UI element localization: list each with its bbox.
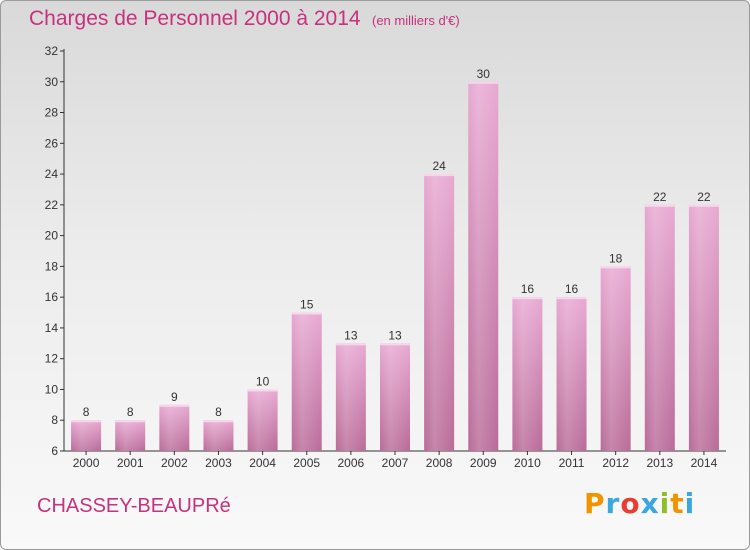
bar-value-label: 30 — [477, 67, 491, 81]
y-tick-label: 6 — [51, 444, 58, 458]
bar-top-edge — [335, 343, 366, 346]
y-tick-label: 8 — [51, 413, 58, 427]
bar-top-edge — [291, 312, 322, 315]
x-tick-label: 2008 — [426, 456, 453, 470]
bar-value-label: 9 — [171, 390, 178, 404]
bar-value-label: 10 — [256, 374, 270, 388]
bar-top-edge — [115, 420, 146, 423]
bar-value-label: 22 — [653, 190, 667, 204]
bar-shine — [556, 297, 587, 451]
brand-letter: i — [684, 487, 696, 520]
bar-shine — [380, 343, 410, 451]
bar-top-edge — [556, 297, 587, 300]
x-tick-label: 2005 — [293, 456, 320, 470]
x-tick-label: 2002 — [161, 456, 188, 470]
brand-letter: r — [605, 487, 621, 520]
y-tick-label: 16 — [45, 290, 59, 304]
bar-shine — [644, 204, 675, 451]
bar-top-edge — [600, 266, 631, 269]
x-tick-label: 2009 — [470, 456, 497, 470]
y-tick-label: 28 — [45, 106, 59, 120]
y-tick-label: 14 — [45, 321, 59, 335]
y-tick-label: 12 — [45, 352, 59, 366]
bar-shine — [203, 420, 234, 451]
brand-letter: x — [640, 487, 660, 520]
bar-value-label: 24 — [432, 159, 446, 173]
bar-value-label: 13 — [344, 328, 358, 342]
bar-top-edge — [159, 404, 190, 407]
bar-value-label: 13 — [388, 328, 402, 342]
y-tick-label: 32 — [45, 44, 59, 58]
bar-top-edge — [512, 297, 543, 300]
brand-letter: i — [659, 487, 671, 520]
bar-top-edge — [644, 204, 675, 207]
chart-subtitle: (en milliers d'€) — [372, 13, 460, 28]
chart-title: Charges de Personnel 2000 à 2014 — [29, 7, 361, 30]
bar-shine — [468, 81, 499, 452]
bar-top-edge — [424, 174, 455, 177]
proxiti-logo: Proxiti — [584, 487, 695, 520]
bar-shine — [115, 420, 146, 451]
bar-top-edge — [71, 420, 102, 423]
bar-shine — [159, 404, 190, 451]
x-tick-label: 2011 — [559, 456, 585, 470]
bar-shine — [335, 343, 366, 451]
y-axis: 6 8 10 12 14 16 18 20 22 24 26 28 30 32 — [45, 44, 65, 458]
bar-top-edge — [203, 420, 234, 423]
y-tick-label: 30 — [45, 75, 59, 89]
bar-top-edge — [380, 343, 410, 346]
bar-value-label: 15 — [300, 298, 314, 312]
x-tick-label: 2012 — [602, 456, 629, 470]
brand-letter: t — [670, 487, 685, 520]
x-tick-label: 2013 — [646, 456, 673, 470]
bar-shine — [247, 389, 278, 451]
brand-letter: P — [584, 487, 606, 520]
bar-value-label: 8 — [215, 405, 222, 419]
y-tick-label: 20 — [45, 229, 59, 243]
x-tick-label: 2014 — [691, 456, 718, 470]
bar-value-label: 18 — [609, 251, 623, 265]
bar-shine — [71, 420, 102, 451]
bar-shine — [424, 174, 455, 452]
bar-top-edge — [468, 81, 499, 84]
bar-top-edge — [688, 204, 719, 207]
x-tick-label: 2001 — [117, 456, 144, 470]
bar-series: 8 8 9 8 10 15 13 13 24 30 16 16 18 22 22 — [71, 67, 719, 452]
x-axis: 2000 2001 2002 2003 2004 2005 2006 2007 2008 2009… — [64, 450, 726, 470]
bar-value-label: 8 — [127, 405, 134, 419]
bar-value-label: 8 — [83, 405, 90, 419]
y-tick-label: 10 — [45, 382, 59, 396]
x-tick-label: 2000 — [73, 456, 100, 470]
bar-top-edge — [247, 389, 278, 392]
x-tick-label: 2004 — [249, 456, 276, 470]
y-tick-label: 22 — [45, 198, 59, 212]
bar-shine — [512, 297, 543, 451]
y-tick-label: 26 — [45, 136, 59, 150]
x-tick-label: 2003 — [205, 456, 232, 470]
commune-name: CHASSEY-BEAUPRé — [37, 495, 231, 517]
bar-value-label: 16 — [565, 282, 579, 296]
bar-value-label: 16 — [521, 282, 535, 296]
brand-letter: o — [620, 487, 641, 520]
y-tick-label: 18 — [45, 259, 59, 273]
x-tick-label: 2010 — [514, 456, 541, 470]
bar-shine — [688, 204, 719, 451]
bar-shine — [600, 266, 631, 451]
x-tick-label: 2007 — [382, 456, 409, 470]
bar-shine — [291, 312, 322, 451]
x-tick-label: 2006 — [338, 456, 365, 470]
bar-value-label: 22 — [697, 190, 711, 204]
y-tick-label: 24 — [45, 167, 59, 181]
